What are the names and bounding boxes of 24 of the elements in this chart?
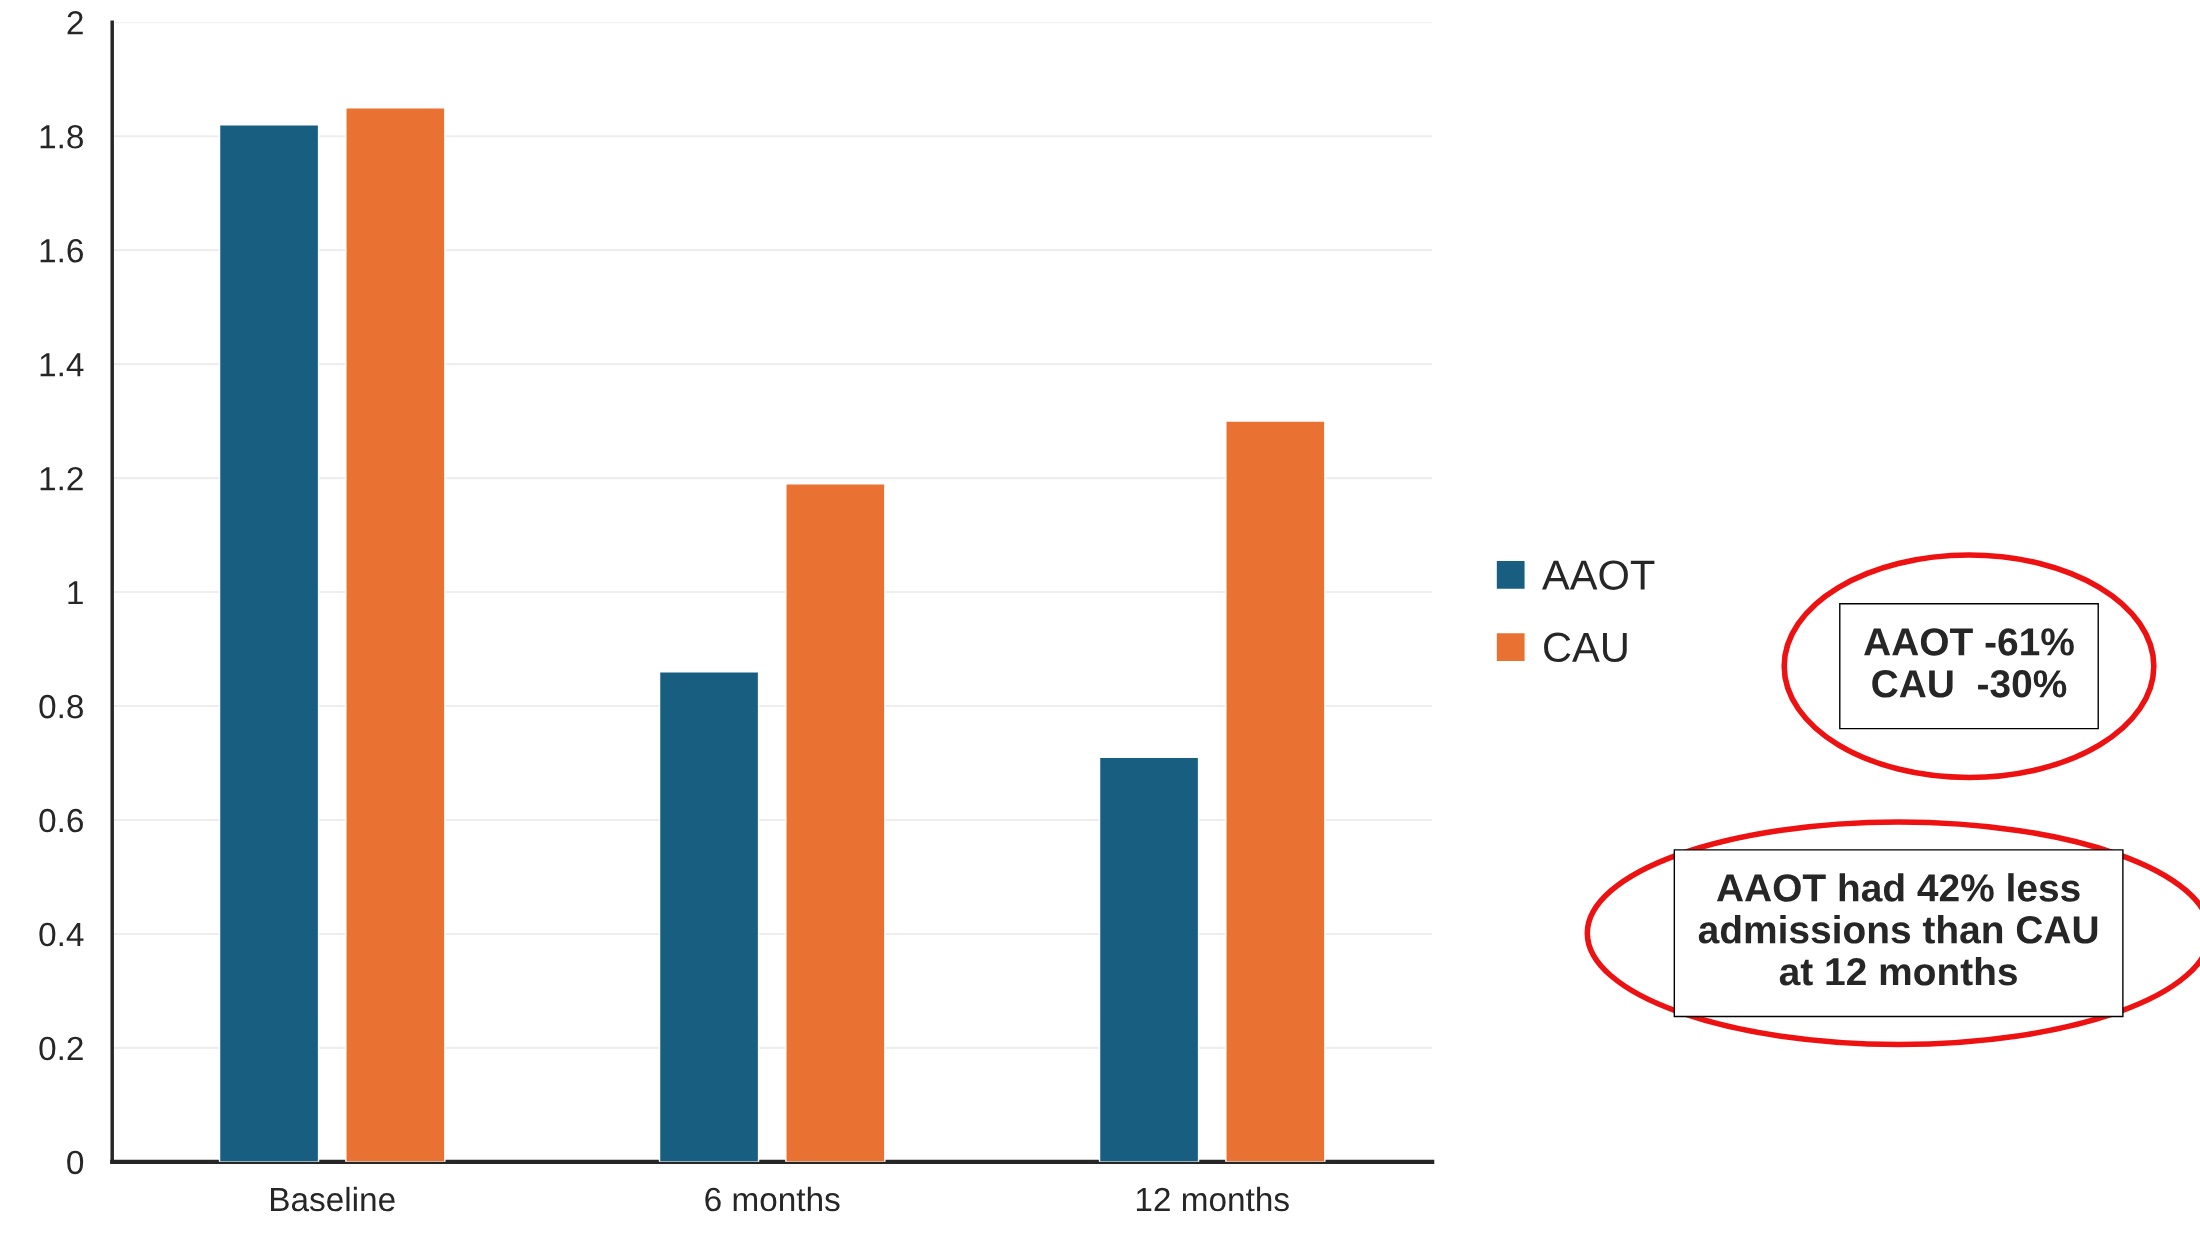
y-tick-label: 0.2 xyxy=(39,1036,83,1061)
y-tick-label: 1.4 xyxy=(40,353,84,377)
y-tick-label: 1.8 xyxy=(40,125,83,149)
x-tick-label: 6 months xyxy=(705,1186,840,1212)
y-tick-label: 2 xyxy=(67,11,83,35)
bar xyxy=(218,124,320,1162)
y-tick-label: 1.2 xyxy=(40,466,83,491)
x-tick-label: 12 months xyxy=(1136,1186,1289,1212)
y-tick-label: 0.4 xyxy=(39,922,84,947)
y-tick-label: 0 xyxy=(67,1150,84,1175)
y-tick-label: 0.6 xyxy=(39,808,83,833)
text: AAOT had 42% less admissions than CAU at 12 months xyxy=(1698,873,2098,986)
bar xyxy=(658,671,760,1162)
x-tick-label: Baseline xyxy=(271,1186,395,1212)
bar xyxy=(345,107,446,1162)
bar xyxy=(1098,756,1200,1162)
legend-label: CAU xyxy=(1544,632,1627,663)
y-tick-label: 1 xyxy=(68,581,83,605)
legend-label: AAOT xyxy=(1542,560,1655,590)
y-tick-label: 1.6 xyxy=(40,238,83,263)
y-tick-label: 0.8 xyxy=(39,694,83,719)
bar xyxy=(785,483,886,1162)
bar xyxy=(1225,420,1326,1162)
text: AAOT -61% CAU -30% xyxy=(1864,628,2074,698)
